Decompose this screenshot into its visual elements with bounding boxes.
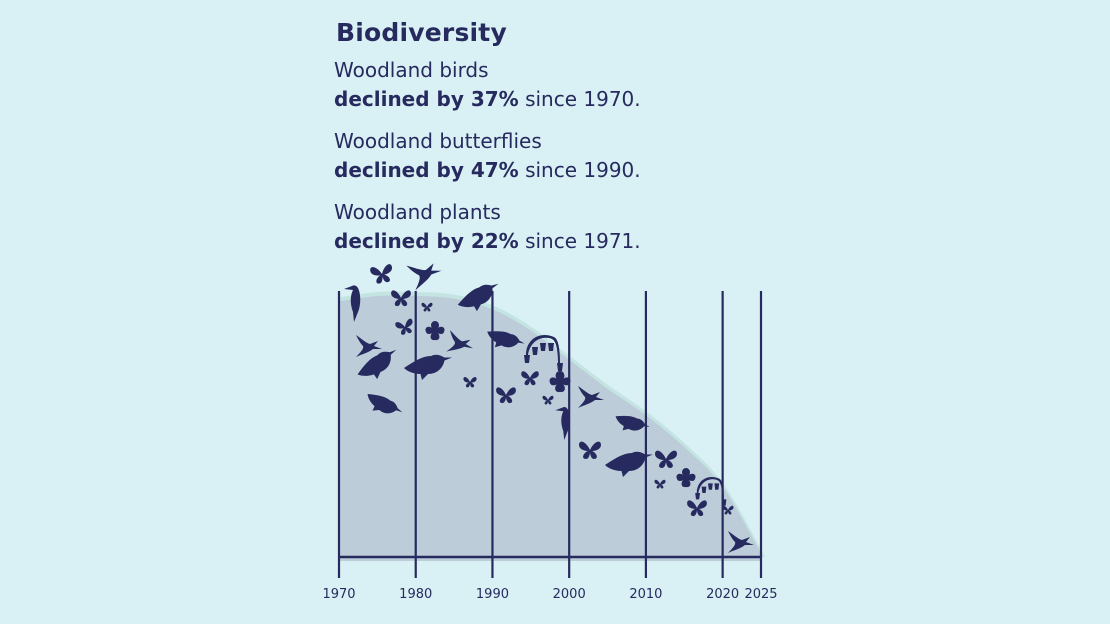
stat-subject: Woodland birds <box>334 58 489 82</box>
stat-decline: declined by 47% <box>334 158 519 182</box>
x-tick-label: 2025 <box>744 587 777 602</box>
butterfly-silhouette-icon <box>655 450 677 468</box>
swallow-silhouette-icon <box>578 386 604 408</box>
x-tick-label: 2000 <box>553 587 586 602</box>
x-tick-label: 2010 <box>629 587 662 602</box>
butterfly-silhouette-icon <box>391 290 411 307</box>
swallow-silhouette-icon <box>356 335 382 357</box>
bird-silhouette-icon <box>367 394 403 414</box>
bird-silhouette-icon <box>457 283 499 312</box>
stat-subject: Woodland plants <box>334 200 501 224</box>
butterfly-silhouette-icon <box>370 264 392 284</box>
page-title: Biodiversity <box>336 18 507 47</box>
flower-silhouette-icon <box>425 321 445 341</box>
stat-since: since 1971. <box>518 229 641 253</box>
woodpecker-silhouette-icon <box>555 407 570 440</box>
x-tick-label: 1980 <box>399 587 432 602</box>
butterfly-silhouette-icon <box>654 479 666 489</box>
butterfly-silhouette-icon <box>722 505 734 515</box>
stat-detail: declined by 47% since 1990. <box>334 156 641 185</box>
swallow-silhouette-icon <box>446 330 474 352</box>
butterfly-silhouette-icon <box>542 395 554 405</box>
butterfly-silhouette-icon <box>496 387 516 404</box>
swallow-silhouette-icon <box>728 531 754 553</box>
stat-since: since 1970. <box>518 87 641 111</box>
stat-detail: declined by 37% since 1970. <box>334 85 641 114</box>
stat-since: since 1990. <box>518 158 641 182</box>
stat-subject: Woodland butterflies <box>334 129 542 153</box>
stat-plants: Woodland plants declined by 22% since 19… <box>334 198 641 256</box>
flower-silhouette-icon <box>549 371 571 393</box>
bluebell-silhouette-icon <box>695 477 727 506</box>
stat-butterflies: Woodland butterflies declined by 47% sin… <box>334 127 641 185</box>
stat-detail: declined by 22% since 1971. <box>334 227 641 256</box>
bird-silhouette-icon <box>487 331 525 348</box>
stat-decline: declined by 37% <box>334 87 519 111</box>
x-tick-label: 2020 <box>706 587 739 602</box>
decline-area <box>339 295 761 561</box>
swallow-silhouette-icon <box>406 263 442 291</box>
butterfly-silhouette-icon <box>687 500 707 517</box>
butterfly-silhouette-icon <box>421 302 433 312</box>
bird-silhouette-icon <box>357 349 397 380</box>
bird-silhouette-icon <box>404 354 452 380</box>
bird-silhouette-icon <box>615 415 650 431</box>
butterfly-silhouette-icon <box>463 376 477 388</box>
stat-decline: declined by 22% <box>334 229 519 253</box>
butterfly-silhouette-icon <box>521 371 539 386</box>
bird-silhouette-icon <box>605 451 653 477</box>
woodpecker-silhouette-icon <box>344 285 361 322</box>
flower-silhouette-icon <box>676 468 696 488</box>
x-tick-label: 1970 <box>322 587 355 602</box>
x-tick-label: 1990 <box>476 587 509 602</box>
stat-birds: Woodland birds declined by 37% since 197… <box>334 56 641 114</box>
butterfly-silhouette-icon <box>395 318 413 335</box>
bluebell-silhouette-icon <box>524 335 563 371</box>
butterfly-silhouette-icon <box>579 441 601 459</box>
